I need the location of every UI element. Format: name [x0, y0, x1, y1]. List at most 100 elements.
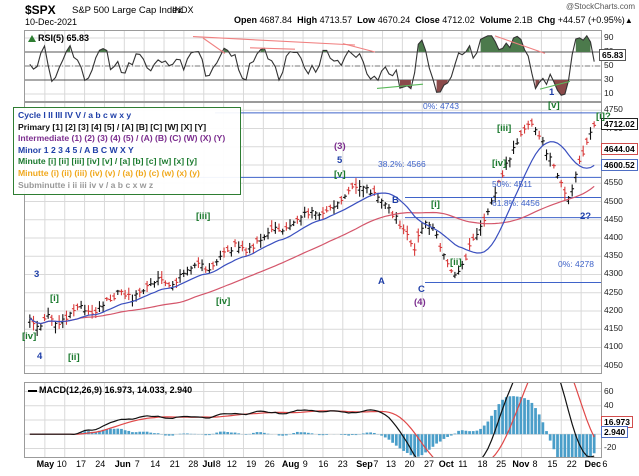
high-label: High: [297, 15, 318, 25]
rsi-panel: [24, 30, 602, 102]
close-label: Close: [415, 15, 440, 25]
last-price-tag: 4712.02: [601, 118, 638, 131]
fib-level-label: 61.8%: 4456: [492, 198, 540, 208]
x-axis-month-label: May: [36, 459, 55, 469]
macd-axis-tick: 60: [604, 385, 614, 396]
price-axis-tick: 4150: [604, 323, 623, 334]
x-axis-day-label: 21: [169, 459, 180, 469]
x-axis-day-label: 24: [95, 459, 106, 469]
price-axis-tick: 4250: [604, 286, 623, 297]
rsi-value-tag: 65.83: [599, 48, 627, 61]
price-axis-tick: 4300: [604, 268, 623, 279]
symbol-exchange: INDX: [172, 5, 194, 15]
open-label: Open: [234, 15, 258, 25]
wave-label: B: [392, 195, 399, 206]
volume-value: 2.1B: [514, 15, 533, 25]
wave-label: 4: [37, 351, 43, 362]
price-plot: [25, 103, 601, 373]
close-value: 4712.02: [442, 15, 475, 25]
wave-label: C: [418, 284, 425, 295]
macd-indicator-title[interactable]: MACD(12,26,9) 16.973, 14.033, 2.940: [28, 385, 192, 395]
x-axis-day-label: 25: [496, 459, 507, 469]
price-axis-tick: 4050: [604, 359, 623, 370]
fib-level-label: 50%: 4511: [492, 179, 533, 189]
macd-title-text: MACD(12,26,9) 16.973, 14.033, 2.940: [39, 385, 193, 395]
stockcharts-watermark: @StockCharts.com: [565, 2, 635, 11]
low-label: Low: [357, 15, 376, 25]
price-axis-tick: 4350: [604, 250, 623, 261]
low-value: 4670.24: [377, 15, 411, 25]
fib-level-label: 38.2%: 4566: [378, 159, 426, 169]
legend-row-subminutte: Subminutte i ii iii iv v / a b c x w z: [18, 179, 154, 190]
x-axis-day-label: 7: [134, 459, 140, 469]
x-axis-day-label: 6: [602, 459, 608, 469]
x-axis-day-label: 14: [150, 459, 161, 469]
wave-label: 2?: [580, 211, 592, 222]
wave-label: 3: [34, 269, 40, 280]
wave-label: [iv]: [22, 331, 37, 342]
x-axis-day-label: 10: [56, 459, 67, 469]
macd-histogram-tag: 2.940: [601, 426, 629, 439]
legend-row-minute: Minute [i] [ii] [iii] [iv] [v] / [a] [b]…: [18, 156, 198, 167]
ma-slow-price-tag: 4600.52: [601, 158, 638, 171]
ohlc-quote-bar: Open 4687.84 High 4713.57 Low 4670.24 Cl…: [234, 15, 633, 25]
chart-header: $SPX S&P 500 Large Cap Index INDX 10-Dec…: [0, 0, 639, 30]
x-axis-day-label: 11: [458, 459, 468, 469]
macd-axis-tick: -20: [604, 442, 617, 453]
x-axis-day-label: 12: [226, 459, 237, 469]
wave-label: [v]: [548, 100, 560, 111]
x-axis-month-label: Jul: [202, 459, 216, 469]
fib-level-label: 0%: 4743: [423, 101, 459, 111]
x-axis-day-label: 8: [215, 459, 221, 469]
x-axis-month-label: Oct: [438, 459, 454, 469]
fib-level-label: 0%: 4278: [558, 259, 594, 269]
x-axis-day-label: 15: [547, 459, 558, 469]
x-axis-day-label: 26: [264, 459, 275, 469]
volume-label: Volume: [479, 15, 512, 25]
x-axis-month-label: Dec: [584, 459, 602, 469]
x-axis-day-label: 18: [477, 459, 488, 469]
price-axis-tick: 4750: [604, 104, 623, 115]
rsi-axis-tick: 50: [604, 60, 614, 70]
rsi-indicator-title[interactable]: RSI(5) 65.83: [28, 33, 89, 43]
wave-label: 5: [337, 155, 343, 166]
wave-label: [ii]: [68, 352, 80, 363]
open-value: 4687.84: [259, 15, 293, 25]
macd-plot: [25, 383, 601, 457]
rsi-plot: [25, 31, 601, 101]
chg-value: +44.57 (+0.95%): [557, 15, 625, 25]
rsi-title-text: RSI(5) 65.83: [38, 33, 90, 43]
wave-label: [v]: [334, 169, 346, 180]
price-axis-tick: 4400: [604, 232, 623, 242]
legend-row-primary: Primary [1] [2] [3] [4] [5] / [A] [B] [C…: [18, 121, 207, 132]
wave-label: [iii]: [497, 123, 512, 134]
x-axis-month-label: Jun: [114, 459, 131, 469]
x-axis-month-label: Nov: [512, 459, 530, 469]
elliott-wave-legend: Cycle I II III IV V / a b c w x y Primar…: [13, 107, 241, 195]
x-axis-day-label: 16: [318, 459, 329, 469]
x-axis-month-label: Sep: [356, 459, 373, 469]
macd-value-tag: 16.973: [601, 416, 633, 429]
wave-label: (3): [334, 141, 346, 152]
macd-axis-tick: 40: [604, 399, 614, 410]
price-axis-tick: 4500: [604, 195, 623, 206]
x-axis-date-labels: May 10 17 24 Jun 7 14 21 28 Jul 8 12 19 26 Aug 9 16 23 Sep…: [0, 459, 639, 473]
wave-label: [i]: [50, 293, 59, 304]
symbol-ticker[interactable]: $SPX: [25, 3, 56, 17]
rsi-axis-tick: 30: [604, 74, 614, 84]
x-axis-month-label: Aug: [281, 459, 300, 469]
wave-label: [iv]: [216, 296, 231, 307]
wave-label: [iii]: [196, 211, 211, 222]
ma-fast-price-tag: 4644.04: [601, 142, 638, 155]
x-axis-day-label: 27: [424, 459, 435, 469]
symbol-name: S&P 500 Large Cap Index: [72, 5, 183, 16]
wave-label: [iv]: [492, 158, 507, 169]
wave-label: A: [378, 276, 385, 287]
price-axis-tick: 4100: [604, 341, 623, 352]
x-axis-day-label: 28: [188, 459, 199, 469]
legend-row-intermediate: Intermediate (1) (2) (3) (4) (5) / (A) (…: [18, 133, 226, 144]
price-axis-tick: 4550: [604, 177, 623, 188]
high-value: 4713.57: [319, 15, 353, 25]
change-up-arrow-icon: ▲: [624, 16, 633, 25]
quote-date: 10-Dec-2021: [25, 17, 78, 27]
